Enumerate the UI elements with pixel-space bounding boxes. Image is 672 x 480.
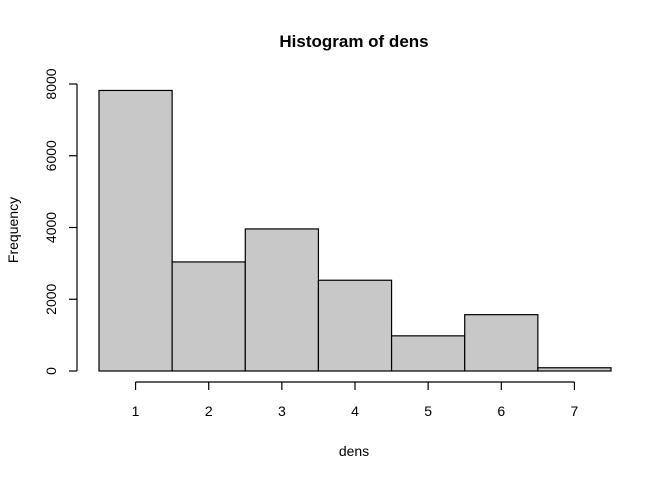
x-tick-label: 3 — [278, 403, 286, 419]
y-tick-label: 0 — [43, 367, 59, 375]
y-tick-label: 4000 — [43, 212, 59, 243]
x-axis-label: dens — [339, 443, 369, 459]
y-axis-label: Frequency — [5, 197, 21, 263]
histogram-bar — [390, 335, 466, 372]
histogram-bar — [171, 261, 246, 372]
histogram-bar — [98, 89, 173, 372]
x-tick-label: 7 — [571, 403, 579, 419]
x-tick-label: 1 — [132, 403, 140, 419]
x-tick-label: 4 — [351, 403, 359, 419]
bars-group — [98, 89, 612, 372]
y-tick-label: 6000 — [43, 140, 59, 171]
y-axis: 0 2000 4000 6000 8000 — [43, 68, 78, 375]
histogram-bar — [317, 279, 393, 372]
x-tick-label: 2 — [205, 403, 213, 419]
x-tick-label: 6 — [497, 403, 505, 419]
chart-title: Histogram of dens — [279, 32, 428, 51]
y-tick-label: 2000 — [43, 283, 59, 314]
y-tick-label: 8000 — [43, 68, 59, 99]
histogram-bar — [244, 228, 320, 372]
x-tick-label: 5 — [424, 403, 432, 419]
x-axis: 1 2 3 4 5 6 7 — [132, 381, 579, 419]
histogram-bar — [537, 367, 612, 372]
histogram-bar — [464, 314, 539, 372]
